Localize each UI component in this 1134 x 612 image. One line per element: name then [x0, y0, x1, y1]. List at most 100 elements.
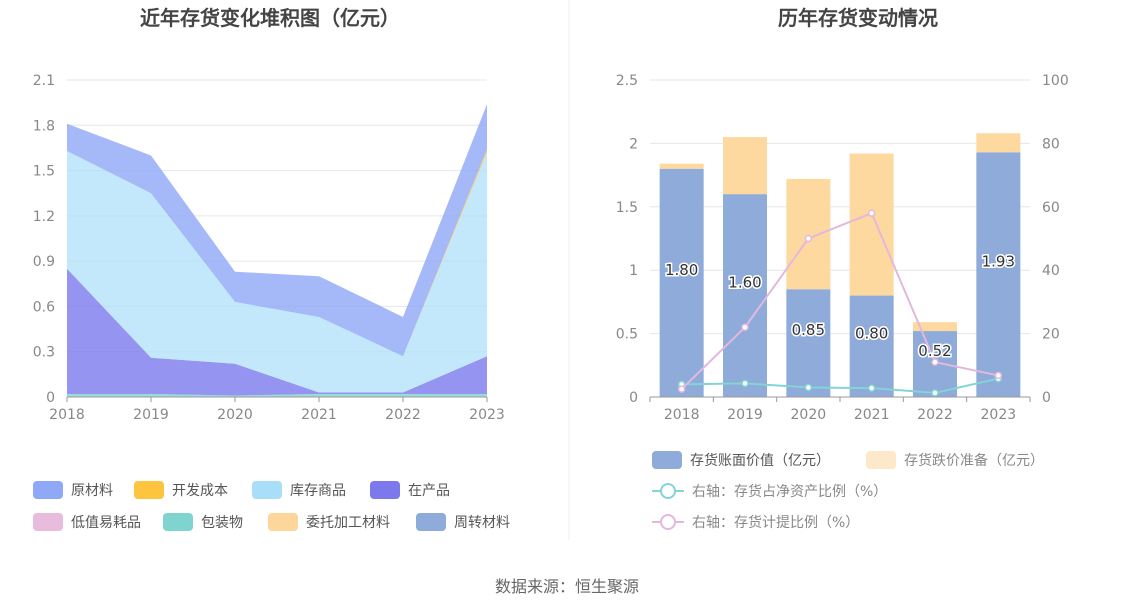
- right-x-tick-label: 2023: [981, 407, 1017, 423]
- right-y2-tick-label: 20: [1042, 327, 1060, 343]
- right-gridlines: [650, 79, 1030, 335]
- legend-swatch: [268, 513, 298, 531]
- left-x-tick-label: 2019: [133, 407, 169, 423]
- left-area-series: [67, 104, 487, 397]
- legend-label: 低值易耗品: [71, 515, 141, 531]
- left-y-tick-label: 0.9: [33, 254, 55, 270]
- bar-book-value: [659, 168, 704, 397]
- right-y2-tick-label: 0: [1042, 390, 1051, 406]
- area-库存商品: [67, 150, 487, 393]
- right-x-tick-label: 2018: [664, 407, 700, 423]
- legend-label: 委托加工材料: [306, 515, 390, 531]
- right-y2-tick-label: 40: [1042, 263, 1060, 279]
- bar-impairment: [913, 322, 957, 332]
- area-在产品: [67, 268, 487, 396]
- legend-swatch: [163, 513, 193, 531]
- left-x-tick-label: 2018: [49, 407, 85, 423]
- line-point: [931, 358, 939, 366]
- line-point: [931, 389, 939, 397]
- right-y2-tick-label: 80: [1042, 136, 1060, 152]
- bar-value-label: 1.60: [728, 274, 761, 292]
- legend-label: 周转材料: [454, 515, 510, 531]
- right-y-axis-left: 0 0.5 1 1.5 2 2.5: [616, 73, 638, 406]
- left-x-tick-label: 2020: [217, 407, 253, 423]
- left-y-tick-label: 1.8: [33, 118, 55, 134]
- right-y-tick-label: 1.5: [616, 200, 638, 216]
- legend-label: 包装物: [201, 515, 243, 531]
- bar-book-value: [786, 289, 831, 397]
- right-y-tick-label: 2: [629, 136, 638, 152]
- left-x-tick-label: 2023: [469, 407, 505, 423]
- right-y-tick-label: 0: [629, 390, 638, 406]
- right-y2-tick-label: 100: [1042, 73, 1069, 89]
- legend-swatch: [416, 513, 446, 531]
- line-point: [994, 371, 1003, 380]
- right-line-series: [677, 209, 1003, 397]
- legend-label: 原材料: [71, 483, 113, 499]
- left-y-tick-label: 2.1: [33, 73, 55, 89]
- legend-label: 库存商品: [290, 483, 346, 499]
- right-chart-title: 历年存货变动情况: [778, 6, 938, 30]
- left-y-tick-label: 1.5: [33, 164, 55, 180]
- right-bar-labels: 1.80 1.60 0.85 0.80 0.52 1.93: [663, 251, 1016, 361]
- line-point: [867, 209, 876, 217]
- left-y-tick-label: 0.6: [33, 299, 55, 315]
- bar-value-label: 0.80: [855, 324, 888, 342]
- left-y-tick-label: 1.2: [33, 209, 55, 225]
- legend-swatch: [370, 481, 400, 499]
- right-x-tick-label: 2020: [791, 407, 827, 423]
- right-y-tick-label: 0.5: [616, 327, 638, 343]
- line-point: [804, 234, 813, 243]
- right-x-tick-label: 2019: [727, 407, 763, 423]
- line-point: [804, 383, 813, 392]
- bar-impairment: [659, 163, 704, 169]
- right-x-tick-label: 2022: [917, 407, 953, 423]
- legend-label: 右轴：存货计提比例（%）: [692, 514, 859, 531]
- right-legend: 存货账面价值（亿元） 存货跌价准备（亿元） 右轴：存货占净资产比例（%） 右轴：存货计…: [652, 451, 1044, 531]
- legend-line-marker: [660, 483, 676, 499]
- legend-label: 开发成本: [172, 483, 228, 499]
- legend-swatch: [866, 451, 896, 469]
- right-y-axis-right: 0 20 40 60 80 100: [1042, 73, 1069, 406]
- area-原材料: [67, 104, 487, 357]
- line-point: [677, 385, 686, 393]
- legend-swatch: [252, 481, 282, 499]
- left-x-tick-label: 2022: [385, 407, 421, 423]
- legend-swatch: [652, 451, 682, 469]
- left-chart-title: 近年存货变化堆积图（亿元）: [140, 6, 400, 30]
- right-x-axis: 2018 2019 2020 2021 2022 2023: [649, 397, 1031, 423]
- bar-impairment: [723, 137, 767, 195]
- bar-book-value: [976, 152, 1021, 397]
- left-y-tick-label: 0: [46, 390, 55, 406]
- right-y-tick-label: 2.5: [616, 73, 638, 89]
- legend-swatch: [33, 513, 63, 531]
- right-y-tick-label: 1: [629, 263, 638, 279]
- legend-swatch: [134, 481, 164, 499]
- bar-impairment: [849, 153, 894, 296]
- line-point: [867, 384, 876, 392]
- bar-value-label: 0.52: [918, 342, 951, 360]
- legend-line-marker: [660, 514, 676, 530]
- bar-value-label: 1.80: [665, 261, 698, 279]
- line-point: [741, 323, 749, 332]
- left-y-axis: 0 0.3 0.6 0.9 1.2 1.5 1.8 2.1: [33, 73, 55, 406]
- left-y-tick-label: 0.3: [33, 345, 55, 361]
- right-x-tick-label: 2021: [854, 407, 890, 423]
- line-provision-ratio: [680, 211, 999, 390]
- line-point: [741, 379, 749, 388]
- legend-label: 存货跌价准备（亿元）: [904, 452, 1044, 469]
- legend-label: 在产品: [408, 483, 450, 499]
- bar-value-label: 1.93: [982, 253, 1015, 271]
- bar-impairment: [786, 178, 831, 290]
- bar-impairment: [976, 133, 1021, 153]
- legend-swatch: [33, 481, 63, 499]
- area-包装物: [67, 393, 487, 397]
- bar-book-value: [723, 194, 767, 397]
- left-x-tick-label: 2021: [301, 407, 337, 423]
- right-bar-series: [659, 133, 1021, 397]
- data-source-text: 数据来源：恒生聚源: [495, 577, 639, 596]
- line-ratio-net-assets: [681, 377, 999, 394]
- bar-value-label: 0.85: [792, 321, 825, 339]
